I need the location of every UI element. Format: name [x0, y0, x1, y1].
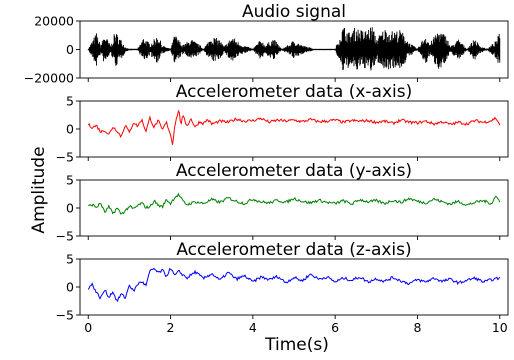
y-tick-label: 5: [66, 173, 74, 188]
y-axis-label: Amplitude: [29, 146, 49, 233]
x-axis-label: Time(s): [264, 335, 329, 355]
y-tick-label: −5: [56, 150, 74, 165]
series-line: [88, 192, 501, 215]
y-tick-label: 0: [66, 42, 74, 57]
x-tick-label: 6: [331, 320, 339, 335]
y-tick-label: −20000: [24, 71, 74, 86]
chart-panels: 20000 0 −20000 Audio signal 5 0 −5 Acceleromete…: [24, 2, 509, 335]
y-tick-label: 5: [66, 252, 74, 267]
chart-panel-1: 20000 0 −20000 Audio signal: [24, 2, 509, 86]
y-tick-label: 0: [66, 280, 74, 295]
x-tick-label: 8: [413, 320, 421, 335]
plot-frame: [79, 258, 509, 316]
series-1-1: [87, 27, 501, 71]
y-tick-label: 0: [66, 122, 74, 137]
panel-title: Accelerometer data (z-axis): [176, 240, 411, 260]
panel-title: Audio signal: [242, 2, 346, 22]
y-tick-label: −5: [56, 229, 74, 244]
panel-title: Accelerometer data (y-axis): [176, 161, 412, 181]
y-tick-label: 5: [66, 94, 74, 109]
x-tick-label: 4: [249, 320, 257, 335]
y-tick-label: 20000: [34, 14, 74, 29]
series-2-1: [87, 109, 501, 145]
chart-panel-4: 5 0 −5 0 2 4 6 8 10 Accelerometer data (z-axis): [56, 240, 509, 335]
x-tick-label: 2: [167, 320, 175, 335]
series-3-1: [88, 192, 501, 215]
chart-panel-3: 5 0 −5 Accelerometer data (y-axis): [56, 161, 509, 244]
y-tick-label: −5: [56, 308, 74, 323]
x-tick-label: 10: [492, 320, 508, 335]
y-tick-label: 0: [66, 201, 74, 216]
series-line: [87, 109, 501, 145]
x-tick-label: 0: [84, 320, 92, 335]
chart-panel-2: 5 0 −5 Accelerometer data (x-axis): [56, 82, 509, 165]
audio-waveform: [87, 27, 501, 71]
panel-title: Accelerometer data (x-axis): [176, 82, 412, 102]
plot-frame: [79, 179, 509, 237]
plot-frame: [79, 100, 509, 158]
series-line: [87, 267, 501, 303]
series-4-1: [87, 267, 501, 303]
